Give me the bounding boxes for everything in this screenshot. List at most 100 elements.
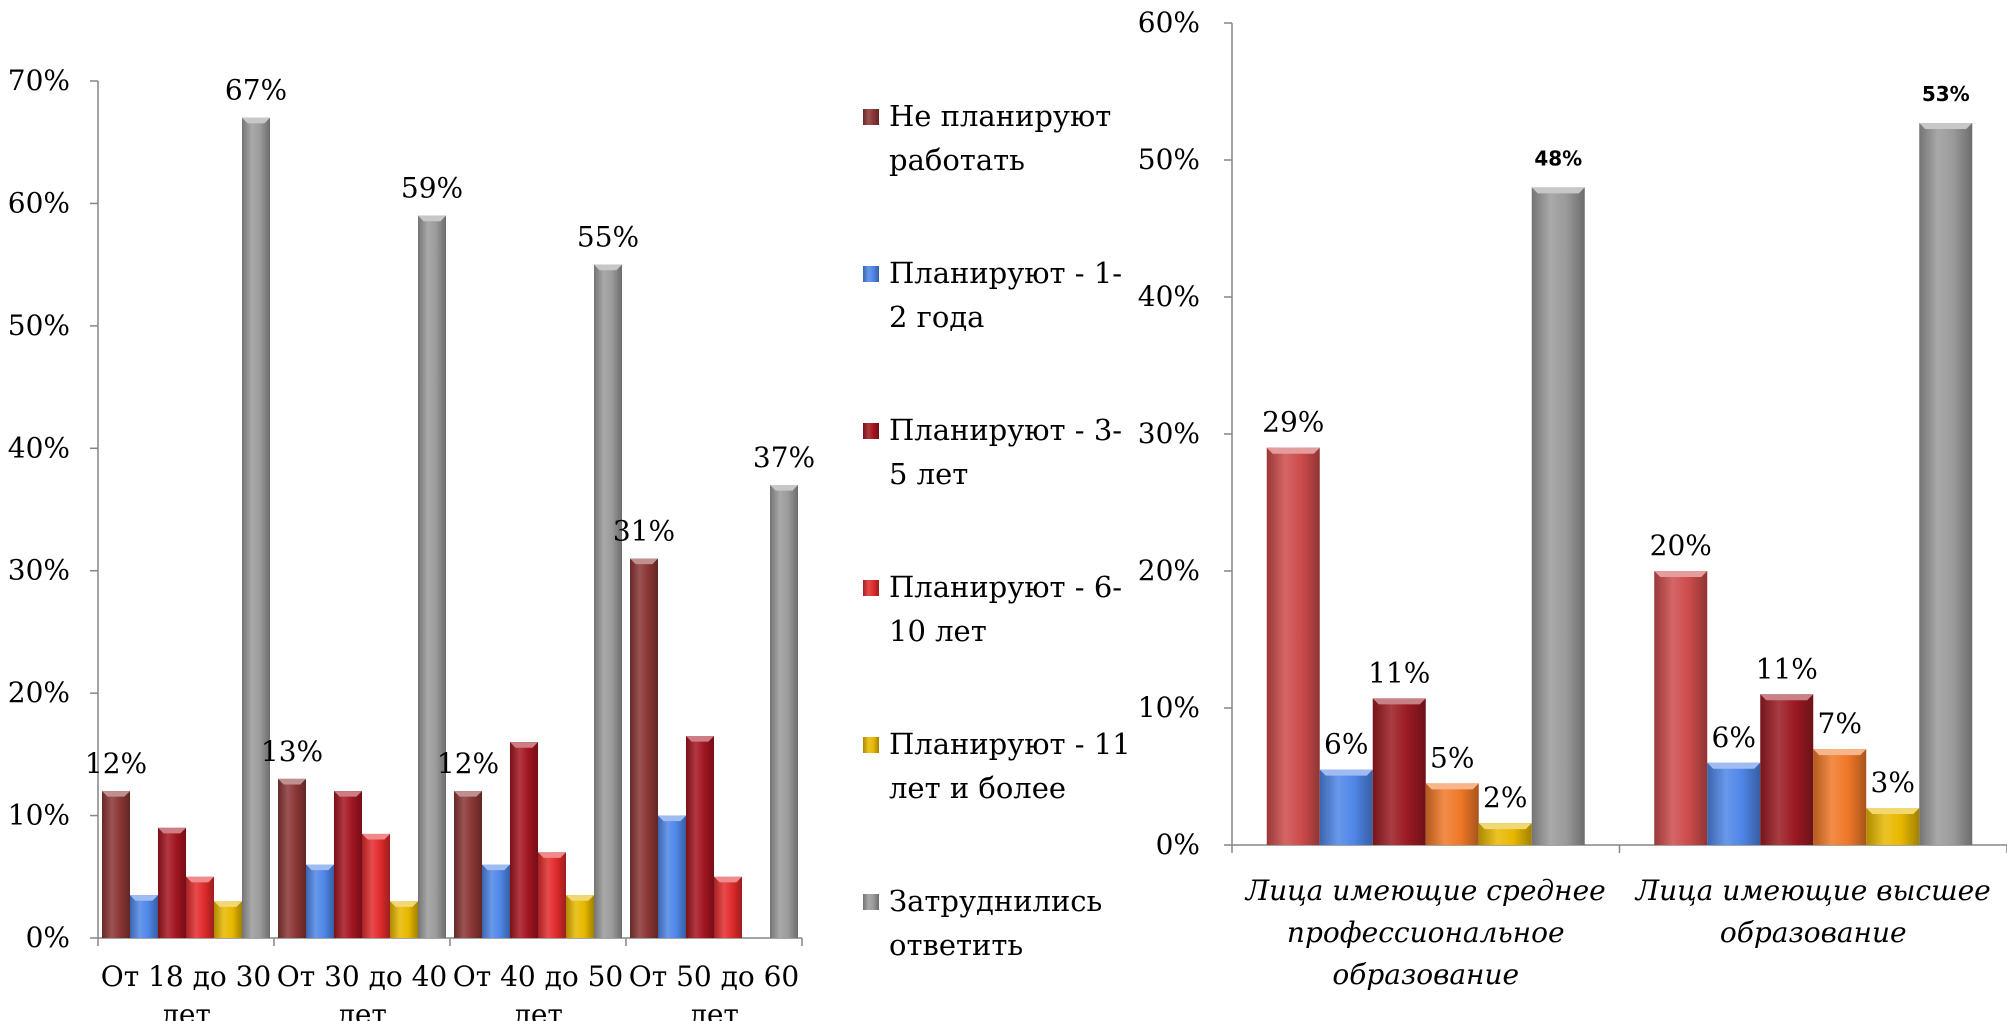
chart-left: 0%10%20%30%40%50%60%70%От 18 до 30 летОт … bbox=[8, 64, 815, 1021]
bar-body bbox=[1654, 571, 1708, 845]
data-label: 3% bbox=[1871, 766, 1915, 799]
bar-body bbox=[714, 876, 742, 938]
bar-bevel bbox=[334, 791, 362, 797]
bar bbox=[1478, 823, 1532, 845]
bar-bevel bbox=[130, 895, 158, 901]
bar-body bbox=[362, 833, 390, 938]
bar-body bbox=[1531, 187, 1585, 845]
bar-body bbox=[566, 895, 594, 938]
bar bbox=[1531, 187, 1585, 845]
bar-body bbox=[1813, 749, 1867, 845]
x-tick-label: Лица имеющие высшее образование bbox=[1634, 874, 1991, 949]
data-label: 13% bbox=[261, 735, 323, 768]
legend-swatch bbox=[863, 266, 879, 282]
data-label: 48% bbox=[1534, 146, 1582, 170]
bar bbox=[482, 864, 510, 938]
bar bbox=[454, 791, 482, 938]
y-tick-label: 20% bbox=[1138, 554, 1200, 587]
y-tick-label: 0% bbox=[26, 921, 70, 954]
bar bbox=[630, 558, 658, 938]
bar-body bbox=[454, 791, 482, 938]
y-tick-label: 20% bbox=[8, 676, 70, 709]
data-label: 7% bbox=[1818, 707, 1862, 740]
legend-swatch bbox=[863, 580, 879, 596]
bar-bevel bbox=[390, 901, 418, 907]
bar bbox=[714, 876, 742, 938]
data-label: 31% bbox=[613, 514, 675, 547]
chart-legend: Не планируют работать Планируют - 1-2 года… bbox=[863, 99, 1131, 962]
bar bbox=[770, 485, 798, 938]
bar bbox=[130, 895, 158, 938]
bar-body bbox=[1372, 698, 1426, 845]
bar bbox=[538, 852, 566, 938]
data-label: 6% bbox=[1324, 728, 1368, 761]
y-tick-label: 50% bbox=[1138, 143, 1200, 176]
bar-body bbox=[214, 901, 242, 938]
bar bbox=[362, 833, 390, 938]
legend-entry: Планируют - 11 лет и более bbox=[889, 727, 1131, 805]
data-label: 53% bbox=[1922, 82, 1970, 106]
bar-body bbox=[630, 558, 658, 938]
legend-swatch bbox=[863, 894, 879, 910]
legend-entry: Планируют - 1-2 года bbox=[889, 256, 1122, 334]
bar-body bbox=[482, 864, 510, 938]
bar-body bbox=[1425, 783, 1479, 845]
bar-bevel bbox=[454, 791, 482, 797]
bar-body bbox=[770, 485, 798, 938]
x-tick-label: От 18 до 30 лет bbox=[101, 960, 272, 1021]
bar-bevel bbox=[418, 215, 446, 222]
bar-body bbox=[1707, 762, 1761, 845]
bar-bevel bbox=[1425, 783, 1479, 790]
bar bbox=[158, 827, 186, 938]
y-tick-label: 40% bbox=[8, 431, 70, 464]
data-label: 59% bbox=[401, 172, 463, 205]
x-tick-label: От 40 до 50 лет bbox=[453, 960, 624, 1021]
bar bbox=[1919, 123, 1973, 845]
bar bbox=[1319, 769, 1373, 845]
bar-bevel bbox=[714, 876, 742, 883]
bar-body bbox=[1319, 769, 1373, 845]
bar-bevel bbox=[658, 815, 686, 822]
bar-bevel bbox=[186, 876, 214, 883]
bar-bevel bbox=[594, 264, 622, 271]
bar-bevel bbox=[1531, 187, 1585, 194]
bar bbox=[1866, 808, 1920, 845]
x-tick-label: Лица имеющие среднее профессиональное обра… bbox=[1244, 874, 1606, 991]
bar bbox=[566, 895, 594, 938]
bar-bevel bbox=[1266, 447, 1320, 454]
bar bbox=[102, 791, 130, 938]
bar-bevel bbox=[242, 117, 270, 124]
bar-bevel bbox=[770, 485, 798, 491]
bar bbox=[334, 791, 362, 938]
bar-bevel bbox=[1478, 823, 1532, 830]
bar-body bbox=[1866, 808, 1920, 845]
y-tick-label: 30% bbox=[1138, 417, 1200, 450]
legend-swatch bbox=[863, 737, 879, 753]
bar bbox=[658, 815, 686, 938]
bar bbox=[278, 778, 306, 938]
data-label: 12% bbox=[437, 747, 499, 780]
y-tick-label: 50% bbox=[8, 309, 70, 342]
bar-bevel bbox=[1319, 769, 1373, 776]
y-tick-label: 60% bbox=[1138, 6, 1200, 39]
legend-entry: Не планируют работать bbox=[889, 99, 1111, 177]
data-label: 11% bbox=[1756, 652, 1818, 685]
chart-right: 0% 10% 20% 30% 40% 50% 60% Лица имеющие среднее… bbox=[1138, 6, 2007, 991]
bar bbox=[1425, 783, 1479, 845]
bar-bevel bbox=[362, 833, 390, 840]
bar-body bbox=[1266, 447, 1320, 845]
bar-body bbox=[658, 815, 686, 938]
data-label: 20% bbox=[1650, 529, 1712, 562]
data-label: 29% bbox=[1262, 406, 1324, 439]
bar-bevel bbox=[306, 864, 334, 871]
bar bbox=[1372, 698, 1426, 845]
data-label: 12% bbox=[85, 747, 147, 780]
bar-body bbox=[102, 791, 130, 938]
legend-entry: Планируют - 3-5 лет bbox=[889, 413, 1122, 491]
bar-bevel bbox=[1707, 762, 1761, 769]
bar-body bbox=[1919, 123, 1973, 845]
bar-body bbox=[158, 827, 186, 938]
bar-bevel bbox=[1813, 749, 1867, 756]
bar-bevel bbox=[278, 778, 306, 785]
bar bbox=[214, 901, 242, 938]
